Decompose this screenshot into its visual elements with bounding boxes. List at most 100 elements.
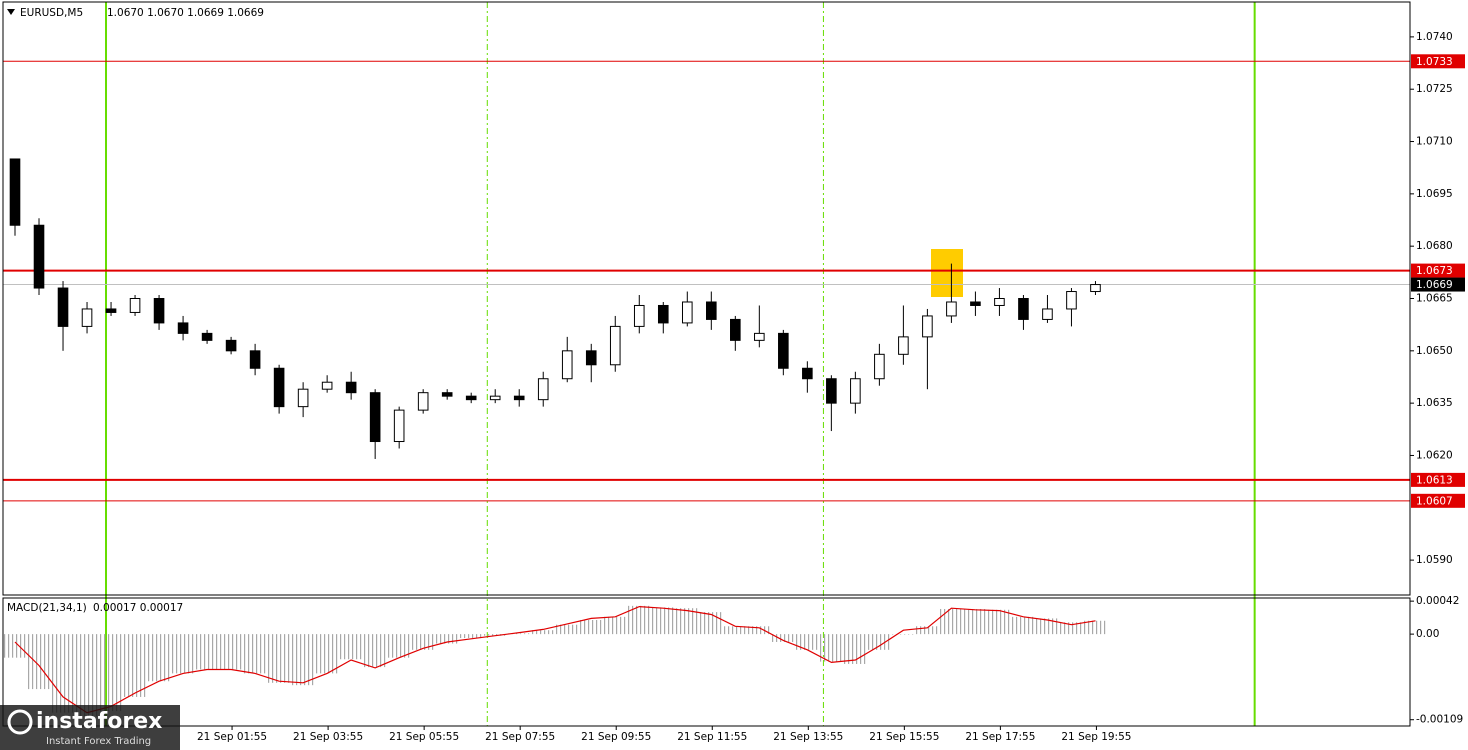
candle-body	[970, 301, 981, 306]
candle-body	[417, 392, 429, 411]
watermark-logo	[7, 709, 33, 735]
macd-bar	[339, 634, 364, 660]
macd-bar	[579, 619, 604, 635]
y-tick-label: 1.0650	[1416, 345, 1453, 357]
candle-body	[297, 388, 309, 408]
y-tick-label: 1.0665	[1416, 293, 1453, 305]
x-tick-label: 21 Sep 17:55	[965, 731, 1035, 743]
candle-body	[946, 301, 957, 317]
candle-body	[850, 378, 861, 404]
candle-body	[153, 298, 165, 324]
candle-body	[826, 378, 837, 404]
watermark-tagline: Instant Forex Trading	[46, 736, 151, 747]
candle-body	[489, 395, 501, 401]
symbol-title: EURUSD,M5	[20, 7, 83, 19]
candle-body	[513, 395, 525, 401]
price-level-label: 1.0669	[1416, 279, 1453, 291]
candle-body	[105, 308, 117, 313]
price-level-tag	[1411, 493, 1465, 508]
y-tick-label: 1.0725	[1416, 83, 1453, 95]
macd-bar	[195, 634, 220, 670]
header-values: 1.0670 1.0670 1.0669 1.0669	[107, 7, 264, 19]
candle-body	[465, 395, 477, 401]
candle-body	[321, 381, 333, 390]
candle-body	[537, 378, 549, 401]
candle-body	[1018, 298, 1029, 320]
macd-bar	[939, 608, 964, 635]
candle-body	[57, 287, 69, 327]
macd-bar	[675, 608, 700, 635]
plot-layer	[3, 2, 1414, 730]
macd-bar	[171, 634, 196, 674]
watermark: instaforex Instant Forex Trading	[0, 705, 180, 750]
macd-bar	[867, 634, 892, 650]
macd-bar	[387, 634, 412, 658]
y-tick-label: 1.0740	[1416, 31, 1453, 43]
macd-bar	[123, 634, 148, 697]
price-level-tag	[1411, 277, 1465, 292]
x-tick-label: 21 Sep 01:55	[197, 731, 267, 743]
macd-bar	[507, 633, 532, 635]
candle-body	[754, 332, 765, 341]
candle-body	[561, 350, 573, 380]
x-tick-label: 21 Sep 07:55	[485, 731, 555, 743]
macd-bar	[1035, 618, 1060, 635]
macd-bar	[315, 634, 340, 674]
x-tick-label: 21 Sep 05:55	[389, 731, 459, 743]
candle-body	[273, 367, 285, 408]
main-panel-border	[2, 1, 1411, 596]
y-tick-label: 1.0695	[1416, 188, 1453, 200]
x-tick-label: 21 Sep 09:55	[581, 731, 651, 743]
macd-bar	[651, 607, 676, 635]
macd-header-values: 0.00017 0.00017	[93, 602, 183, 614]
x-tick-label: 21 Sep 19:55	[1061, 731, 1131, 743]
macd-bar	[219, 634, 244, 670]
candle-body	[201, 332, 213, 341]
macd-bar	[435, 634, 460, 644]
candle-body	[994, 298, 1005, 306]
candle-body	[778, 332, 789, 369]
candle-body	[249, 350, 261, 369]
macd-bar	[699, 612, 724, 635]
candle-body	[706, 301, 717, 320]
watermark-brand: instaforex	[36, 709, 162, 734]
macd-bar	[987, 609, 1012, 635]
macd-bar	[3, 634, 28, 658]
candle-body	[802, 367, 813, 380]
candle-body	[657, 304, 669, 324]
x-tick-label: 21 Sep 03:55	[293, 731, 363, 743]
candle-body	[681, 301, 693, 324]
candle-body	[874, 353, 885, 380]
candle-body	[898, 336, 909, 355]
macd-bar	[843, 634, 868, 664]
macd-bar	[915, 626, 940, 635]
price-level-label: 1.0733	[1416, 56, 1453, 68]
candle-body	[730, 318, 741, 341]
dropdown-icon[interactable]	[7, 9, 15, 15]
candle-body	[9, 158, 21, 226]
candle-body	[369, 392, 381, 443]
macd-panel-border	[2, 597, 1411, 727]
macd-bar	[363, 634, 388, 668]
candle-body	[81, 308, 93, 327]
macd-bar	[27, 634, 52, 690]
macd-bar	[267, 634, 292, 683]
y-tick-label: 1.0680	[1416, 240, 1453, 252]
x-tick-label: 21 Sep 13:55	[773, 731, 843, 743]
macd-bar	[819, 634, 844, 662]
macd-y-tick-label: 0.00	[1416, 628, 1439, 640]
macd-bar	[147, 634, 172, 682]
y-tick-label: 1.0620	[1416, 449, 1453, 461]
candle-body	[129, 298, 141, 313]
candle-body	[1066, 291, 1077, 310]
macd-bar	[483, 634, 508, 636]
price-level-label: 1.0673	[1416, 265, 1453, 277]
y-tick-label: 1.0635	[1416, 397, 1453, 409]
macd-bar	[411, 634, 436, 650]
x-tick-label: 21 Sep 11:55	[677, 731, 747, 743]
candle-body	[922, 315, 933, 338]
price-level-tag	[1411, 472, 1465, 487]
y-tick-label: 1.0590	[1416, 554, 1453, 566]
candle-body	[609, 325, 621, 366]
